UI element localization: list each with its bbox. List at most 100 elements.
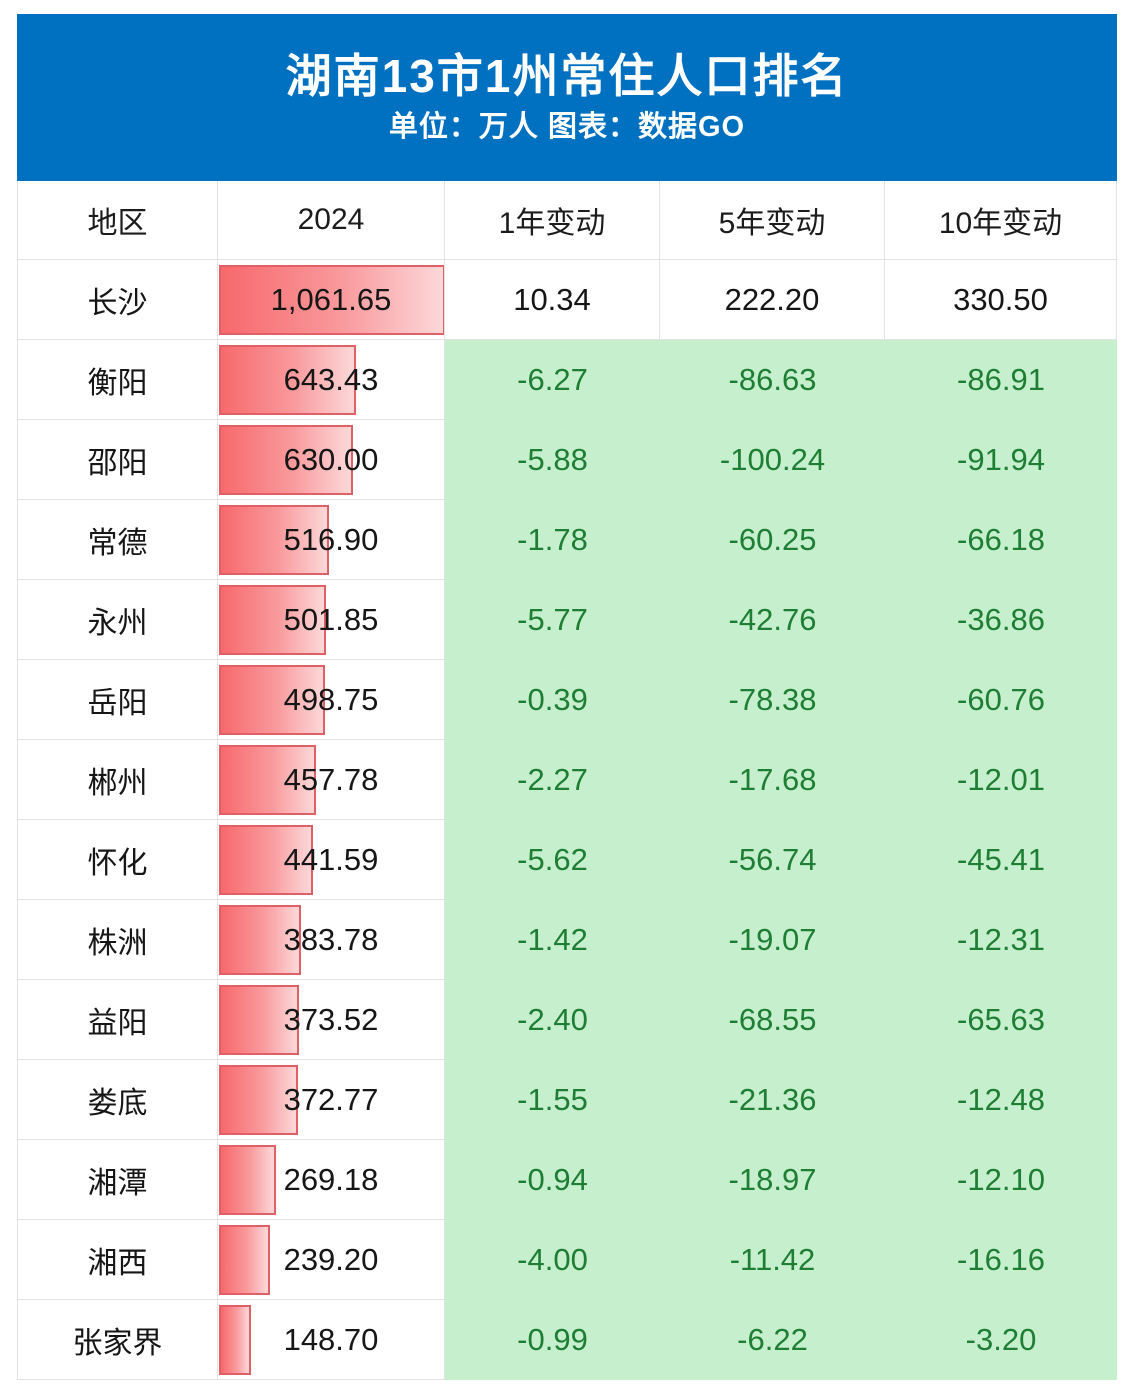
change-cell-1yr: -5.88	[445, 420, 660, 500]
value-label: 630.00	[283, 441, 379, 477]
change-cell-1yr: -0.39	[445, 660, 660, 740]
change-cell-5yr: -6.22	[660, 1300, 885, 1380]
value-label: 1,061.65	[270, 281, 392, 317]
value-cell: 501.85	[218, 580, 445, 660]
change-cell-1yr: -1.78	[445, 500, 660, 580]
population-bar	[219, 344, 356, 415]
region-cell: 张家界	[17, 1300, 218, 1380]
value-cell: 372.77	[218, 1060, 445, 1140]
population-bar	[219, 664, 326, 735]
population-bar	[219, 424, 354, 495]
change-cell-1yr: -0.94	[445, 1140, 660, 1220]
change-cell-1yr: 10.34	[445, 260, 660, 340]
change-cell-10yr: -66.18	[885, 500, 1117, 580]
value-cell: 1,061.65	[218, 260, 445, 340]
value-label: 373.52	[283, 1001, 379, 1037]
value-label: 457.78	[283, 761, 379, 797]
region-cell: 株洲	[17, 900, 218, 980]
change-cell-10yr: -86.91	[885, 340, 1117, 420]
change-cell-10yr: -45.41	[885, 820, 1117, 900]
col-header-10yr: 10年变动	[885, 181, 1117, 260]
change-cell-5yr: -100.24	[660, 420, 885, 500]
change-cell-5yr: -11.42	[660, 1220, 885, 1300]
population-bar	[219, 824, 313, 895]
value-label: 643.43	[283, 361, 379, 397]
change-cell-5yr: -78.38	[660, 660, 885, 740]
banner: 湖南13市1州常住人口排名 单位：万人 图表：数据GO	[17, 14, 1117, 181]
change-cell-5yr: -68.55	[660, 980, 885, 1060]
change-cell-5yr: -86.63	[660, 340, 885, 420]
population-bar	[219, 1144, 277, 1215]
change-cell-10yr: -65.63	[885, 980, 1117, 1060]
value-label: 148.70	[283, 1321, 379, 1357]
region-cell: 郴州	[17, 740, 218, 820]
population-bar	[219, 1064, 299, 1135]
col-header-2024: 2024	[218, 181, 445, 260]
change-cell-10yr: -36.86	[885, 580, 1117, 660]
value-label: 501.85	[283, 601, 379, 637]
change-cell-1yr: -6.27	[445, 340, 660, 420]
change-cell-5yr: 222.20	[660, 260, 885, 340]
change-cell-10yr: -16.16	[885, 1220, 1117, 1300]
chart-title: 湖南13市1州常住人口排名	[285, 50, 849, 102]
change-cell-5yr: -56.74	[660, 820, 885, 900]
population-bar	[219, 904, 301, 975]
change-cell-10yr: -12.10	[885, 1140, 1117, 1220]
region-cell: 衡阳	[17, 340, 218, 420]
value-cell: 516.90	[218, 500, 445, 580]
change-cell-1yr: -2.40	[445, 980, 660, 1060]
change-cell-1yr: -1.55	[445, 1060, 660, 1140]
chart-subtitle: 单位：万人 图表：数据GO	[388, 111, 746, 143]
change-cell-5yr: -18.97	[660, 1140, 885, 1220]
change-cell-1yr: -5.77	[445, 580, 660, 660]
change-cell-10yr: -12.31	[885, 900, 1117, 980]
value-label: 239.20	[283, 1241, 379, 1277]
region-cell: 永州	[17, 580, 218, 660]
change-cell-5yr: -42.76	[660, 580, 885, 660]
population-bar	[219, 504, 330, 575]
change-cell-1yr: -5.62	[445, 820, 660, 900]
change-cell-5yr: -17.68	[660, 740, 885, 820]
value-cell: 148.70	[218, 1300, 445, 1380]
change-cell-10yr: -60.76	[885, 660, 1117, 740]
change-cell-5yr: -21.36	[660, 1060, 885, 1140]
col-header-5yr: 5年变动	[660, 181, 885, 260]
value-cell: 630.00	[218, 420, 445, 500]
change-cell-10yr: -12.48	[885, 1060, 1117, 1140]
population-bar	[219, 1224, 270, 1295]
value-cell: 643.43	[218, 340, 445, 420]
region-cell: 湘西	[17, 1220, 218, 1300]
change-cell-5yr: -19.07	[660, 900, 885, 980]
value-label: 498.75	[283, 681, 379, 717]
region-cell: 常德	[17, 500, 218, 580]
value-cell: 269.18	[218, 1140, 445, 1220]
change-cell-1yr: -1.42	[445, 900, 660, 980]
change-cell-5yr: -60.25	[660, 500, 885, 580]
population-table: 地区 2024 1年变动 5年变动 10年变动 长沙 1,061.65 10.3…	[17, 181, 1117, 1380]
region-cell: 益阳	[17, 980, 218, 1060]
population-bar	[219, 584, 326, 655]
change-cell-10yr: -91.94	[885, 420, 1117, 500]
value-cell: 441.59	[218, 820, 445, 900]
region-cell: 邵阳	[17, 420, 218, 500]
value-label: 383.78	[283, 921, 379, 957]
population-bar	[219, 264, 444, 335]
region-cell: 怀化	[17, 820, 218, 900]
value-label: 516.90	[283, 521, 379, 557]
col-header-region: 地区	[17, 181, 218, 260]
value-cell: 498.75	[218, 660, 445, 740]
population-bar	[219, 984, 299, 1055]
change-cell-1yr: -0.99	[445, 1300, 660, 1380]
region-cell: 长沙	[17, 260, 218, 340]
value-label: 269.18	[283, 1161, 379, 1197]
region-cell: 娄底	[17, 1060, 218, 1140]
value-cell: 373.52	[218, 980, 445, 1060]
change-cell-10yr: 330.50	[885, 260, 1117, 340]
population-bar	[219, 1304, 251, 1375]
population-bar	[219, 744, 317, 815]
region-cell: 湘潭	[17, 1140, 218, 1220]
value-cell: 239.20	[218, 1220, 445, 1300]
value-label: 441.59	[283, 841, 379, 877]
change-cell-10yr: -12.01	[885, 740, 1117, 820]
